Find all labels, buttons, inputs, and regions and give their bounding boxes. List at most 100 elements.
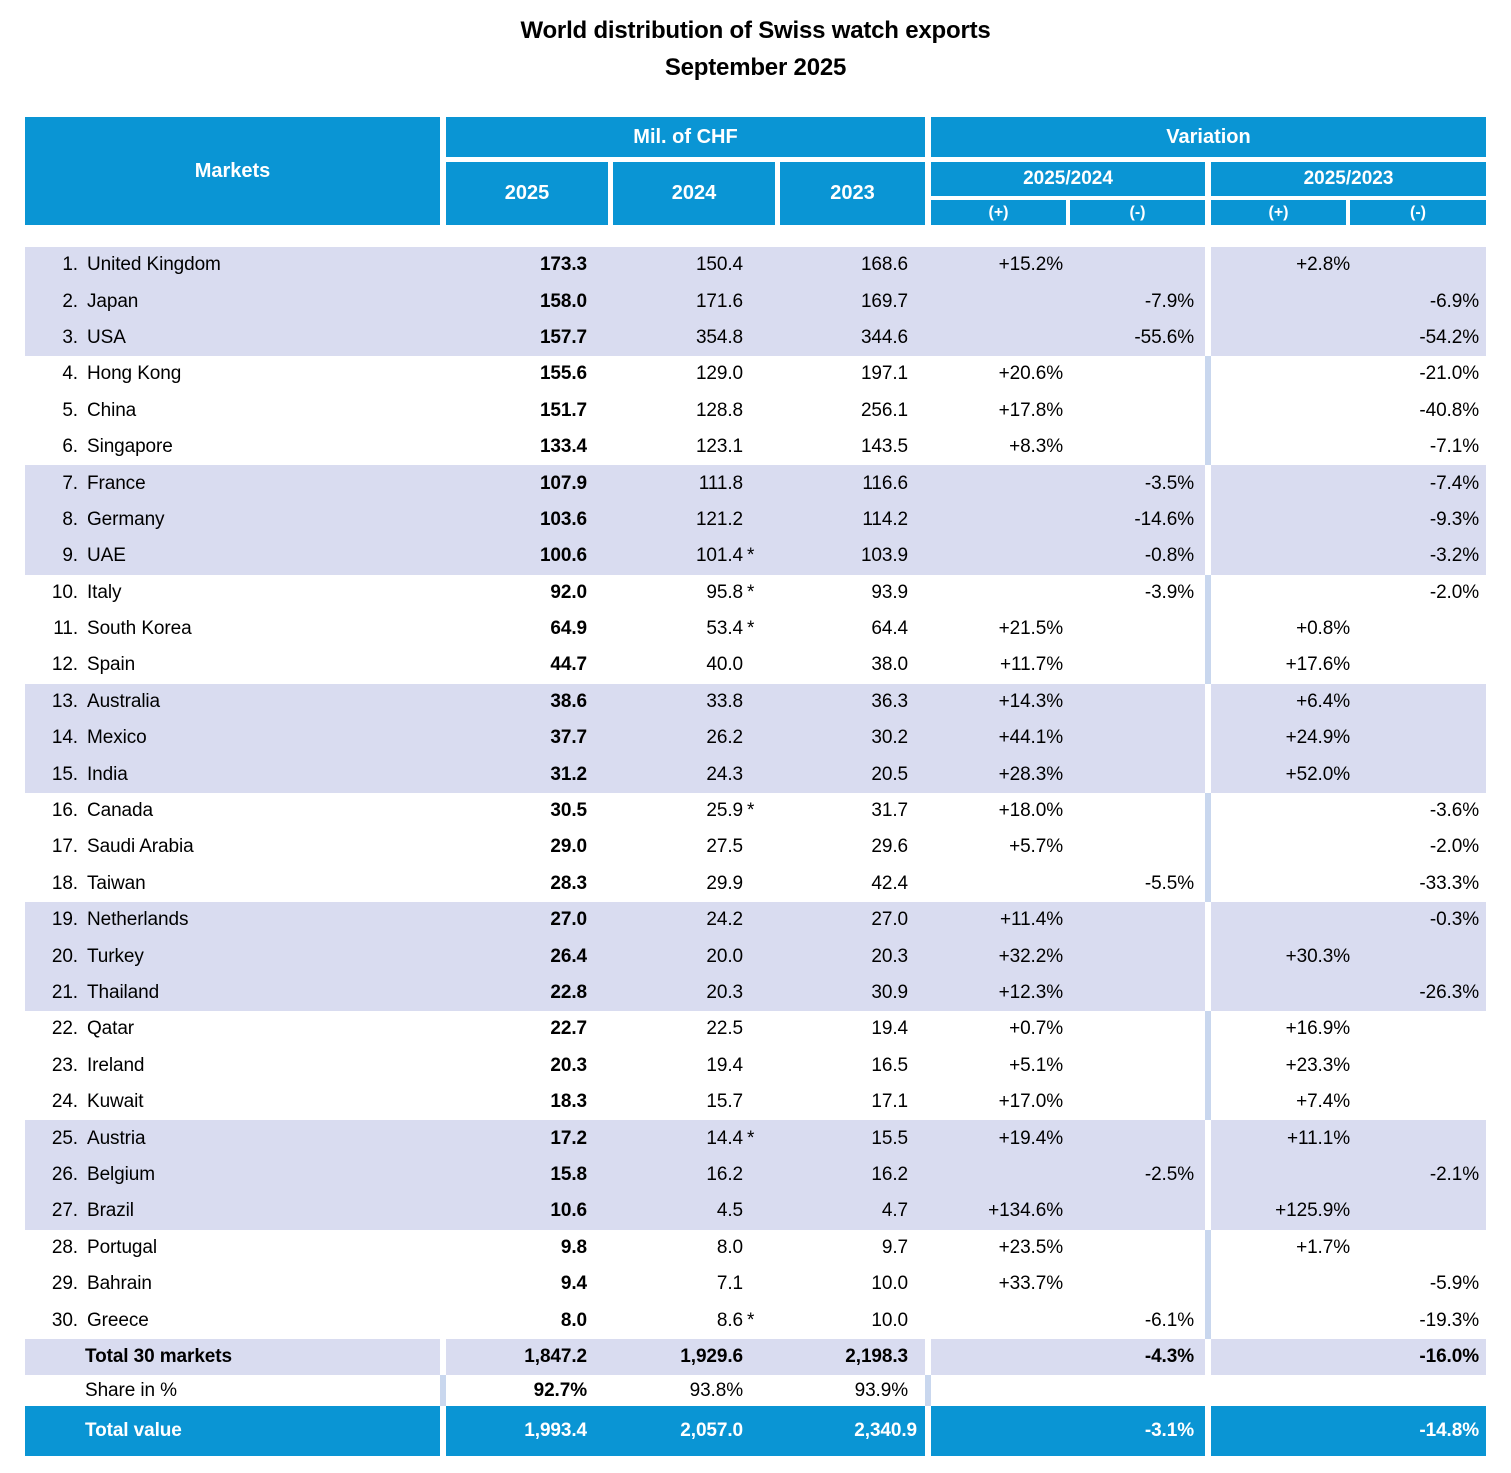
market-rank: 23. xyxy=(51,1054,78,1076)
variation-2025-2023-minus xyxy=(1352,1120,1486,1157)
market-rank: 9. xyxy=(62,545,78,567)
value-2023: 10.0 xyxy=(775,1302,925,1339)
value-2023: 103.9 xyxy=(775,538,925,575)
value-2023: 143.5 xyxy=(775,428,925,466)
market-name: Italy xyxy=(87,581,122,603)
column-gap xyxy=(1205,1047,1211,1084)
value-2024: 123.1 xyxy=(608,428,775,466)
variation-empty xyxy=(1352,1375,1486,1407)
variation-2025-2024-plus: +28.3% xyxy=(931,756,1068,793)
variation-2025-2024-plus: +12.3% xyxy=(931,974,1068,1012)
variation-2025-2023-plus xyxy=(1211,1156,1352,1194)
value-2024: 354.8 xyxy=(608,319,775,357)
market-name: Turkey xyxy=(87,945,144,967)
value-2025: 26.4 xyxy=(446,938,608,975)
market-rank: 29. xyxy=(51,1273,78,1295)
value-2025: 29.0 xyxy=(446,829,608,866)
variation-2025-2024-minus xyxy=(1068,610,1205,648)
value-2023: 19.4 xyxy=(775,1011,925,1048)
market-cell: 20. Turkey xyxy=(25,938,440,975)
variation-2025-2024-minus xyxy=(1068,720,1205,757)
column-gap xyxy=(440,1011,446,1048)
column-gap xyxy=(440,1083,446,1121)
value-2025: 37.7 xyxy=(446,720,608,757)
column-gap xyxy=(1205,902,1211,939)
variation-2025-2024-minus xyxy=(1068,1120,1205,1157)
market-rank: 8. xyxy=(62,508,78,530)
variation-2025-2024-plus xyxy=(931,465,1068,502)
column-gap xyxy=(440,501,446,539)
variation-2025-2024-plus: +32.2% xyxy=(931,938,1068,975)
market-cell: 10. Italy xyxy=(25,574,440,611)
header-plus-sign: (+) xyxy=(931,200,1066,225)
variation-2025-2024-plus xyxy=(931,538,1068,575)
value-2023: 169.7 xyxy=(775,283,925,320)
column-gap xyxy=(440,683,446,721)
title-block: World distribution of Swiss watch export… xyxy=(0,12,1511,86)
value-2023: 30.2 xyxy=(775,720,925,757)
value-2024: 8.6 * xyxy=(608,1302,775,1339)
value-2024: 4.5 xyxy=(608,1193,775,1230)
column-gap xyxy=(925,465,931,502)
variation-2025-2024-minus xyxy=(1068,1011,1205,1048)
table-row: 8. Germany 103.6 121.2 114.2 -14.6% -9.3… xyxy=(25,501,1486,539)
market-cell: 9. UAE xyxy=(25,538,440,575)
variation-2025-2023-minus: -21.0% xyxy=(1352,356,1486,393)
market-name: Japan xyxy=(87,290,139,312)
column-gap xyxy=(1205,1302,1211,1339)
market-name: United Kingdom xyxy=(87,254,221,276)
column-gap xyxy=(440,538,446,575)
table-row: 3. USA 157.7 354.8 344.6 -55.6% -54.2% xyxy=(25,319,1486,357)
variation-2025-2024-minus xyxy=(1068,392,1205,429)
market-rank: 19. xyxy=(51,909,78,931)
value-2024: 26.2 xyxy=(608,720,775,757)
table-row: 18. Taiwan 28.3 29.9 42.4 -5.5% -33.3% xyxy=(25,865,1486,903)
column-gap xyxy=(925,1265,931,1303)
column-gap xyxy=(440,392,446,429)
value-2023: 93.9 xyxy=(775,574,925,611)
market-cell: 17. Saudi Arabia xyxy=(25,829,440,866)
variation-2025-2023-minus: -26.3% xyxy=(1352,974,1486,1012)
variation-2025-2023-plus: +24.9% xyxy=(1211,720,1352,757)
market-cell: 24. Kuwait xyxy=(25,1083,440,1121)
variation-2025-2023-minus: -33.3% xyxy=(1352,865,1486,903)
market-name: Australia xyxy=(87,690,161,712)
variation-2025-2023-minus: -7.4% xyxy=(1352,465,1486,502)
column-gap xyxy=(925,1047,931,1084)
value-2025: 9.4 xyxy=(446,1265,608,1303)
variation-2025-2024-plus xyxy=(931,283,1068,320)
variation-2025-2023-minus: -54.2% xyxy=(1352,319,1486,357)
column-gap xyxy=(925,865,931,903)
exports-table: Markets Mil. of CHF Variation 2025 2024 … xyxy=(25,117,1486,1457)
variation-2025-2024-plus: +17.0% xyxy=(931,1083,1068,1121)
value-2024: 93.8% xyxy=(608,1375,775,1407)
variation-2025-2023-minus: -3.6% xyxy=(1352,792,1486,830)
table-row: 6. Singapore 133.4 123.1 143.5 +8.3% -7.… xyxy=(25,428,1486,466)
column-gap xyxy=(925,647,931,684)
value-2023: 197.1 xyxy=(775,356,925,393)
value-2023: 42.4 xyxy=(775,865,925,903)
variation-2025-2024-plus: +5.7% xyxy=(931,829,1068,866)
market-rank: 25. xyxy=(51,1127,78,1149)
table-row: 29. Bahrain 9.4 7.1 10.0 +33.7% -5.9% xyxy=(25,1265,1486,1303)
variation-2025-2024-minus: -3.9% xyxy=(1068,574,1205,611)
variation-empty xyxy=(931,1375,1068,1407)
market-cell: 22. Qatar xyxy=(25,1011,440,1048)
header-variation: Variation xyxy=(931,117,1486,157)
variation-empty xyxy=(1211,1375,1352,1407)
column-gap xyxy=(1205,756,1211,793)
variation-2025-2024-plus: +11.7% xyxy=(931,647,1068,684)
value-2024: 19.4 xyxy=(608,1047,775,1084)
variation-2025-2023-plus: +7.4% xyxy=(1211,1083,1352,1121)
total-value-label: Total value xyxy=(25,1406,440,1457)
column-gap xyxy=(440,756,446,793)
variation-2025-2024-minus xyxy=(1068,938,1205,975)
market-cell: 19. Netherlands xyxy=(25,902,440,939)
market-name: France xyxy=(87,472,146,494)
variation-2025-2023-minus: -6.9% xyxy=(1352,283,1486,320)
variation-2025-2023-plus xyxy=(1211,465,1352,502)
header-divider xyxy=(931,196,1486,200)
variation-2025-2024-minus: -0.8% xyxy=(1068,538,1205,575)
variation-2025-2024-minus: -3.5% xyxy=(1068,465,1205,502)
column-gap xyxy=(440,829,446,866)
